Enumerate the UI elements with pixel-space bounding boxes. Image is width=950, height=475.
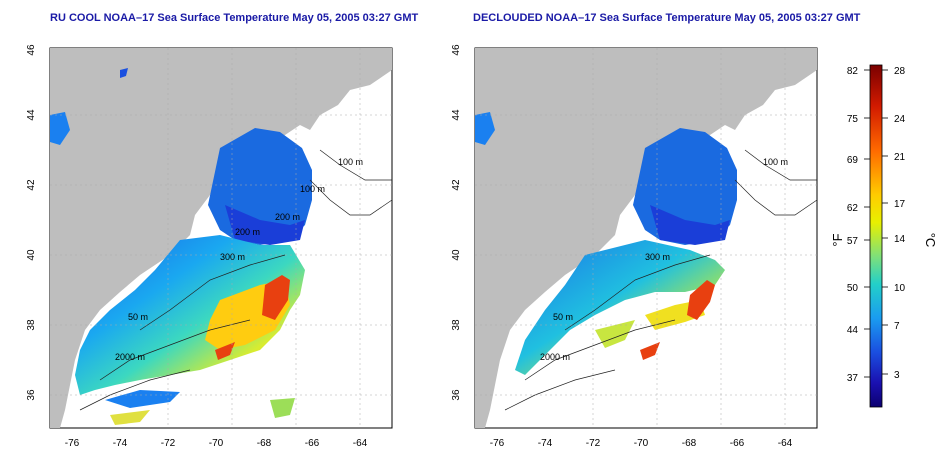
contour-label: 100 m xyxy=(300,184,325,194)
x-tick-label: -72 xyxy=(161,438,176,449)
celsius-tick: 7 xyxy=(894,321,900,332)
colorbar-gradient xyxy=(869,64,883,408)
y-tick-label: 46 xyxy=(451,44,462,56)
right-sst-map: 100 m 300 m 50 m 2000 m -76 -74 -72 -70 … xyxy=(451,44,818,449)
celsius-tick: 21 xyxy=(894,152,906,163)
land-mass xyxy=(50,48,392,428)
celsius-tick: 3 xyxy=(894,370,900,381)
left-map-title: RU COOL NOAA–17 Sea Surface Temperature … xyxy=(50,12,419,24)
land-mass xyxy=(475,48,817,428)
celsius-tick: 17 xyxy=(894,199,906,210)
contour-label: 300 m xyxy=(220,252,245,262)
y-tick-label: 42 xyxy=(26,179,37,191)
fahrenheit-tick: 69 xyxy=(847,155,859,166)
fahrenheit-tick: 37 xyxy=(847,373,859,384)
x-tick-label: -74 xyxy=(113,438,128,449)
y-tick-label: 36 xyxy=(26,389,37,401)
x-tick-label: -68 xyxy=(682,438,697,449)
contour-label: 100 m xyxy=(338,157,363,167)
warm-core-ring xyxy=(687,280,715,320)
x-tick-label: -64 xyxy=(353,438,368,449)
y-tick-label: 42 xyxy=(451,179,462,191)
y-tick-label: 36 xyxy=(451,389,462,401)
sst-shelf-region xyxy=(75,235,305,395)
y-tick-label: 40 xyxy=(451,249,462,261)
celsius-unit-label: °C xyxy=(923,233,938,248)
contour-label: 100 m xyxy=(763,157,788,167)
fahrenheit-tick: 44 xyxy=(847,325,859,336)
celsius-tick: 10 xyxy=(894,283,906,294)
contour-label: 50 m xyxy=(553,312,573,322)
y-tick-label: 46 xyxy=(26,44,37,56)
fahrenheit-tick: 75 xyxy=(847,114,859,125)
fahrenheit-tick: 50 xyxy=(847,283,859,294)
x-tick-label: -66 xyxy=(730,438,745,449)
temperature-colorbar: 82 75 69 62 57 50 44 37 28 24 21 17 14 1… xyxy=(830,64,938,408)
contour-label: 200 m xyxy=(235,227,260,237)
y-tick-label: 38 xyxy=(451,319,462,331)
contour-label: 2000 m xyxy=(115,352,145,362)
left-sst-map: 100 m 100 m 200 m 300 m 50 m 2000 m 200 … xyxy=(26,44,393,449)
x-tick-label: -66 xyxy=(305,438,320,449)
sst-shelf-region xyxy=(515,240,725,375)
warm-core-ring xyxy=(262,275,290,320)
x-tick-label: -76 xyxy=(490,438,505,449)
y-tick-label: 40 xyxy=(26,249,37,261)
fahrenheit-tick: 62 xyxy=(847,203,859,214)
right-map-title: DECLOUDED NOAA–17 Sea Surface Temperatur… xyxy=(473,12,861,24)
fahrenheit-unit-label: °F xyxy=(830,233,845,246)
fahrenheit-tick: 82 xyxy=(847,66,859,77)
x-tick-label: -76 xyxy=(65,438,80,449)
contour-label: 300 m xyxy=(645,252,670,262)
x-tick-label: -64 xyxy=(778,438,793,449)
celsius-tick: 14 xyxy=(894,234,906,245)
contour-label: 2000 m xyxy=(540,352,570,362)
contour-label: 50 m xyxy=(128,312,148,322)
x-tick-label: -70 xyxy=(209,438,224,449)
x-tick-label: -74 xyxy=(538,438,553,449)
y-tick-label: 44 xyxy=(451,109,462,121)
x-tick-label: -70 xyxy=(634,438,649,449)
x-tick-label: -72 xyxy=(586,438,601,449)
celsius-tick: 24 xyxy=(894,114,906,125)
celsius-tick: 28 xyxy=(894,66,906,77)
x-tick-label: -68 xyxy=(257,438,272,449)
y-tick-label: 38 xyxy=(26,319,37,331)
y-tick-label: 44 xyxy=(26,109,37,121)
fahrenheit-tick: 57 xyxy=(847,236,859,247)
contour-label: 200 m xyxy=(275,212,300,222)
